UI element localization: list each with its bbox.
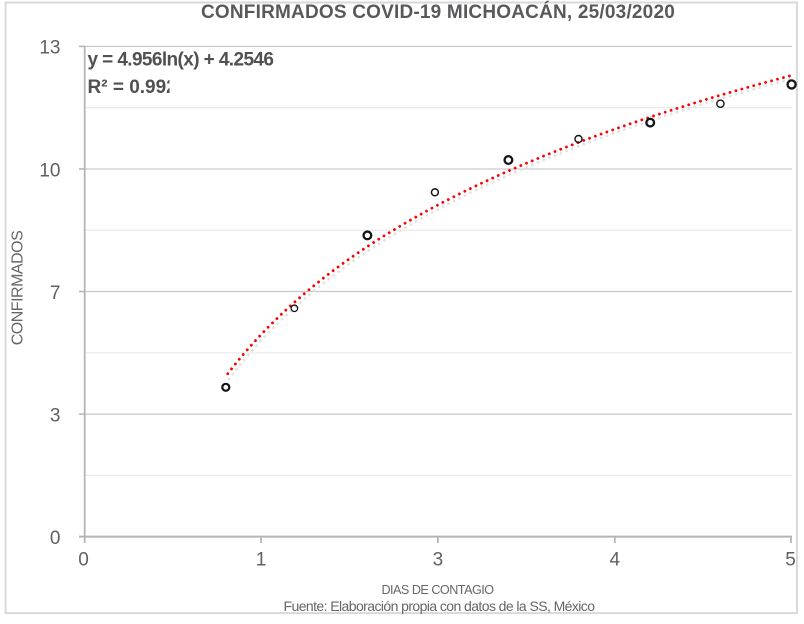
svg-text:Fuente: Elaboración propia con: Fuente: Elaboración propia con datos de … (284, 598, 596, 614)
svg-text:CONFIRMADOS: CONFIRMADOS (10, 231, 27, 346)
svg-text:CONFIRMADOS COVID-19 MICHOACÁN: CONFIRMADOS COVID-19 MICHOACÁN, 25/03/20… (201, 1, 675, 23)
svg-text:7: 7 (50, 283, 61, 304)
svg-text:5: 5 (785, 549, 796, 570)
svg-text:DIAS DE CONTAGIO: DIAS DE CONTAGIO (381, 583, 494, 597)
svg-text:0: 0 (50, 528, 61, 549)
svg-text:3: 3 (433, 549, 444, 570)
svg-text:1: 1 (256, 549, 267, 570)
svg-text:10: 10 (39, 160, 60, 181)
svg-text:0: 0 (78, 549, 89, 570)
svg-text:4: 4 (610, 549, 621, 570)
svg-text:y = 4.956ln(x) + 4.2546: y = 4.956ln(x) + 4.2546 (88, 49, 274, 70)
svg-text:3: 3 (50, 405, 61, 426)
svg-text:13: 13 (39, 38, 60, 59)
svg-text:R² = 0.992: R² = 0.992 (88, 77, 177, 98)
